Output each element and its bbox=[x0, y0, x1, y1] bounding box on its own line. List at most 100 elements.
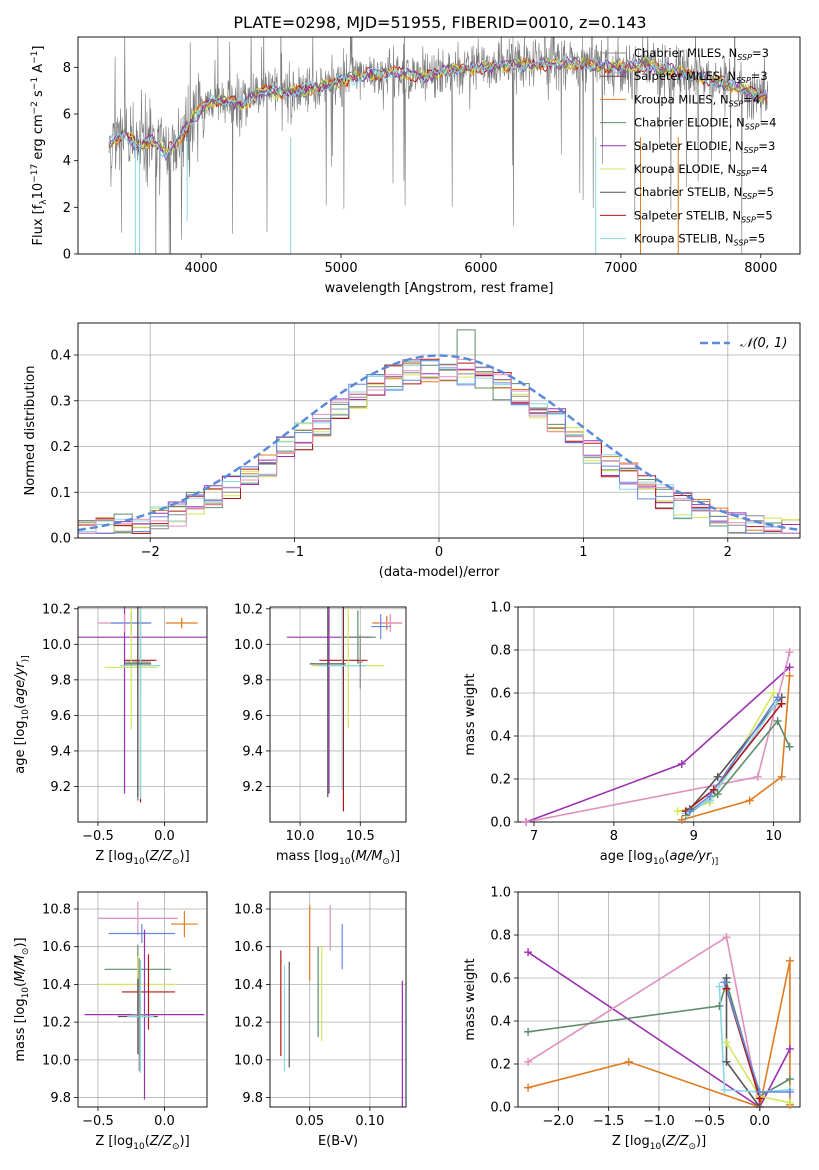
y-axis-label-part: 10 bbox=[21, 987, 31, 999]
y-tick-label: 0.3 bbox=[50, 394, 71, 409]
y-axis-label-part: erg cm bbox=[31, 114, 46, 163]
plot-area bbox=[108, 37, 769, 254]
weight-point-marker bbox=[720, 1085, 729, 1094]
weight-point-marker bbox=[773, 716, 782, 725]
age-vs-metallicity-panel: −0.5 0.09.29.49.69.810.010.2Z [log10(Z/Z⊙… bbox=[13, 602, 208, 867]
x-axis-label: Z [log10(Z/Z⊙)] bbox=[95, 1134, 189, 1152]
y-tick-label: 1.0 bbox=[490, 601, 511, 616]
weight-series-line bbox=[527, 960, 791, 1107]
x-axis-label-part: Z/Z bbox=[665, 1134, 689, 1149]
legend-entry-text: Kroupa STELIB, N bbox=[634, 232, 734, 246]
weight-point-marker bbox=[713, 790, 722, 799]
x-axis-label-part: )] bbox=[696, 1134, 706, 1149]
grid bbox=[518, 891, 800, 1108]
y-tick-label: 0.6 bbox=[490, 972, 511, 987]
y-tick-label: 10.2 bbox=[234, 602, 263, 617]
legend-entry-text: Chabrier ELODIE, N bbox=[634, 116, 745, 130]
x-axis-label-part: ⊙ bbox=[688, 1142, 696, 1152]
weight-point-marker bbox=[720, 978, 729, 987]
y-axis-label: mass weight bbox=[463, 673, 478, 755]
mass-vs-metallicity-panel: −0.5 0.09.810.010.210.410.610.8Z [log10(Z… bbox=[13, 891, 208, 1152]
weight-point-marker bbox=[785, 1075, 794, 1084]
histogram-series bbox=[78, 358, 800, 538]
y-axis-label-part: −1 bbox=[30, 51, 40, 64]
weight-point-marker bbox=[715, 1001, 724, 1010]
legend-entry-suffix: =3 bbox=[752, 46, 769, 60]
y-axis-label-part: age [log bbox=[13, 720, 28, 773]
legend-entry-suffix: =4 bbox=[760, 116, 777, 130]
weight-point-marker bbox=[677, 815, 686, 824]
x-tick-label: −0.5 bbox=[694, 1114, 726, 1129]
y-axis-label: mass [log10(M/M⊙)] bbox=[13, 937, 31, 1061]
legend-entry-text: Salpeter STELIB, N bbox=[634, 208, 741, 222]
weight-series-line bbox=[723, 982, 790, 1093]
x-tick-label: 2 bbox=[724, 545, 732, 560]
y-axis-label-part: −1 bbox=[30, 77, 40, 90]
legend-entry: Kroupa MILES, NSSP=4 bbox=[634, 92, 760, 108]
observed-spectrum-line bbox=[108, 37, 769, 254]
x-tick-label: −0.5 bbox=[82, 829, 114, 844]
x-axis-label: Z [log10(Z/Z⊙)] bbox=[95, 849, 189, 867]
weight-point-marker bbox=[713, 772, 722, 781]
y-tick-label: 0.2 bbox=[50, 440, 71, 455]
weight-point-marker bbox=[521, 818, 530, 826]
y-tick-label: 0.4 bbox=[490, 1015, 511, 1030]
mass-vs-ebv-panel: 0.05 0.10 9.8 10.0 10.2 10.4 10.6 10.8 E(B-V) bbox=[234, 891, 407, 1149]
x-tick-label: 4000 bbox=[185, 261, 218, 276]
weight-vs-metallicity-panel: −2.0 −1.5 −1.0 −0.5 0.0 0.0 0.2 0.4 0.6 0.8 1.0 Z [… bbox=[463, 886, 801, 1152]
weight-point-marker bbox=[753, 772, 762, 781]
y-tick-label: 2 bbox=[63, 201, 71, 216]
age-vs-mass-panel: 10.0 10.5 9.2 9.4 9.6 9.8 10.0 10.2 mass [log10(… bbox=[234, 602, 407, 867]
y-tick-label: 4 bbox=[63, 154, 71, 169]
y-tick-label: 10.2 bbox=[42, 1016, 71, 1031]
weight-point-marker bbox=[755, 1087, 764, 1096]
y-tick-label: 9.8 bbox=[242, 1091, 263, 1106]
x-tick-label: 8000 bbox=[744, 261, 777, 276]
y-axis-label-part: s bbox=[31, 90, 46, 101]
x-axis-label-part: ( bbox=[351, 849, 356, 864]
weight-point-marker bbox=[785, 1044, 794, 1053]
y-axis-label-part: ( bbox=[13, 982, 28, 987]
x-tick-label: −1 bbox=[285, 545, 304, 560]
x-axis-label-part: )] bbox=[390, 849, 400, 864]
y-tick-label: 0.0 bbox=[490, 1101, 511, 1116]
y-tick-label: 0.1 bbox=[50, 486, 71, 501]
y-axis-label-part: ] bbox=[31, 46, 46, 51]
x-tick-label: 5000 bbox=[325, 261, 358, 276]
weight-point-marker bbox=[745, 796, 754, 805]
weight-point-marker bbox=[777, 772, 786, 781]
y-axis-label-part: ⊙ bbox=[21, 948, 31, 956]
y-axis-label-part: 10 bbox=[21, 709, 31, 721]
weight-point-marker bbox=[785, 648, 794, 657]
y-tick-label: 10.0 bbox=[234, 638, 263, 653]
y-tick-label: 10.2 bbox=[42, 602, 71, 617]
y-tick-label: 10.6 bbox=[42, 940, 71, 955]
legend-entry-suffix: =5 bbox=[757, 185, 774, 199]
x-axis-label-part: Z/Z bbox=[149, 1134, 173, 1149]
y-tick-label: 0.6 bbox=[490, 687, 511, 702]
x-tick-label: −2 bbox=[141, 545, 160, 560]
y-axis-label-part: −2 bbox=[30, 101, 40, 114]
legend-entry-sub: SSP bbox=[734, 239, 749, 248]
axes-frame bbox=[77, 322, 801, 539]
x-axis-label: wavelength [Angstrom, rest frame] bbox=[325, 281, 554, 296]
y-tick-label: 9.2 bbox=[50, 780, 71, 795]
plot-area bbox=[286, 607, 403, 812]
x-axis-label-part: mass [log bbox=[276, 849, 339, 864]
x-tick-label: 0.0 bbox=[154, 829, 175, 844]
x-tick-label: 8 bbox=[610, 829, 618, 844]
weight-series-line bbox=[689, 696, 783, 810]
legend-entry-suffix: =5 bbox=[748, 232, 765, 246]
y-tick-label: 9.8 bbox=[242, 673, 263, 688]
x-tick-label: 7 bbox=[530, 829, 538, 844]
x-axis-label-part: M/M bbox=[356, 849, 383, 864]
plot-area bbox=[78, 607, 207, 803]
legend-entry: Chabrier MILES, NSSP=3 bbox=[634, 46, 769, 62]
y-tick-label: 10.4 bbox=[42, 978, 71, 993]
weight-point-marker bbox=[785, 1098, 794, 1107]
grid bbox=[270, 607, 406, 822]
y-tick-label: 9.8 bbox=[50, 1091, 71, 1106]
weight-point-marker bbox=[524, 1027, 533, 1036]
y-tick-label: 8 bbox=[63, 61, 71, 76]
x-tick-label: 0 bbox=[435, 545, 443, 560]
